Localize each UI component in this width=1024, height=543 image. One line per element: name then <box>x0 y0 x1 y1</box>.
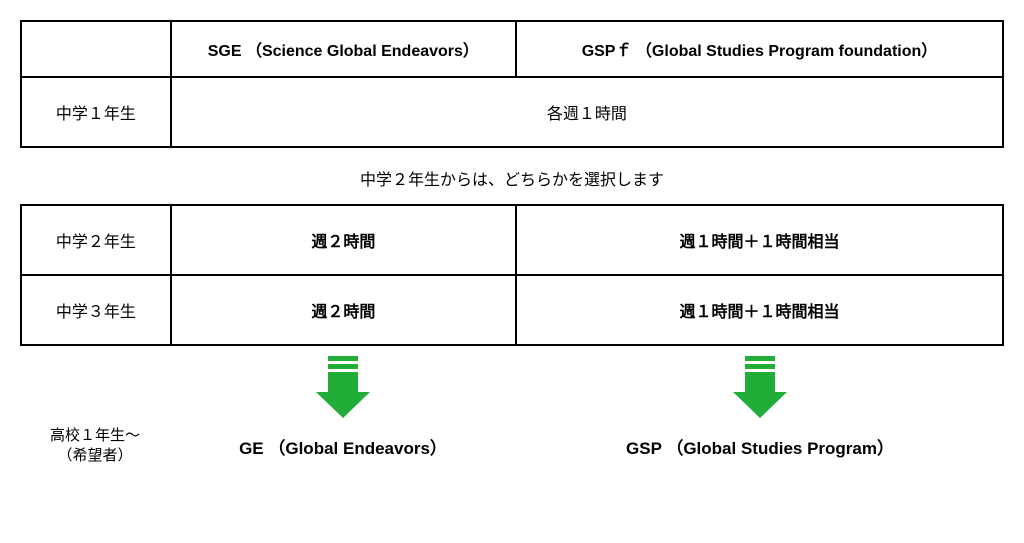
table1-grade1-label: 中学１年生 <box>21 77 171 147</box>
curriculum-table-1: SGE （Science Global Endeavors） GSPｆ （Glo… <box>20 20 1004 148</box>
table1-row-grade1: 中学１年生 各週１時間 <box>21 77 1003 147</box>
arrows-row <box>20 356 1004 420</box>
table2-grade3-gsp: 週１時間＋１時間相当 <box>516 275 1003 345</box>
table1-header-row: SGE （Science Global Endeavors） GSPｆ （Glo… <box>21 21 1003 77</box>
highschool-note-line1: 高校１年生～ <box>50 427 140 444</box>
curriculum-table-2: 中学２年生 週２時間 週１時間＋１時間相当 中学３年生 週２時間 週１時間＋１時… <box>20 204 1004 346</box>
table2-grade2-sge: 週２時間 <box>171 205 516 275</box>
table2-grade2-label: 中学２年生 <box>21 205 171 275</box>
highschool-note: 高校１年生～ （希望者） <box>20 426 170 467</box>
program-ge-label: GE （Global Endeavors） <box>239 434 447 459</box>
table1-header-gsp: GSPｆ （Global Studies Program foundation） <box>516 21 1003 77</box>
table1-header-blank <box>21 21 171 77</box>
arrow-spacer-label <box>20 356 170 420</box>
table2-grade3-sge: 週２時間 <box>171 275 516 345</box>
choice-note: 中学２年生からは、どちらかを選択します <box>20 166 1004 190</box>
program-ge-container: GE （Global Endeavors） <box>170 434 516 459</box>
table2-row-grade2: 中学２年生 週２時間 週１時間＋１時間相当 <box>21 205 1003 275</box>
arrow-container-gsp <box>516 356 1004 420</box>
program-gsp-container: GSP （Global Studies Program） <box>516 434 1004 459</box>
arrow-down-icon <box>316 356 370 420</box>
bottom-labels-row: 高校１年生～ （希望者） GE （Global Endeavors） GSP （… <box>20 426 1004 467</box>
table1-header-sge: SGE （Science Global Endeavors） <box>171 21 516 77</box>
program-gsp-label: GSP （Global Studies Program） <box>626 434 894 459</box>
table2-grade2-gsp: 週１時間＋１時間相当 <box>516 205 1003 275</box>
arrow-down-icon <box>733 356 787 420</box>
arrow-container-sge <box>170 356 516 420</box>
table2-grade3-label: 中学３年生 <box>21 275 171 345</box>
table2-row-grade3: 中学３年生 週２時間 週１時間＋１時間相当 <box>21 275 1003 345</box>
highschool-note-line2: （希望者） <box>57 447 132 464</box>
table1-grade1-merged: 各週１時間 <box>171 77 1003 147</box>
